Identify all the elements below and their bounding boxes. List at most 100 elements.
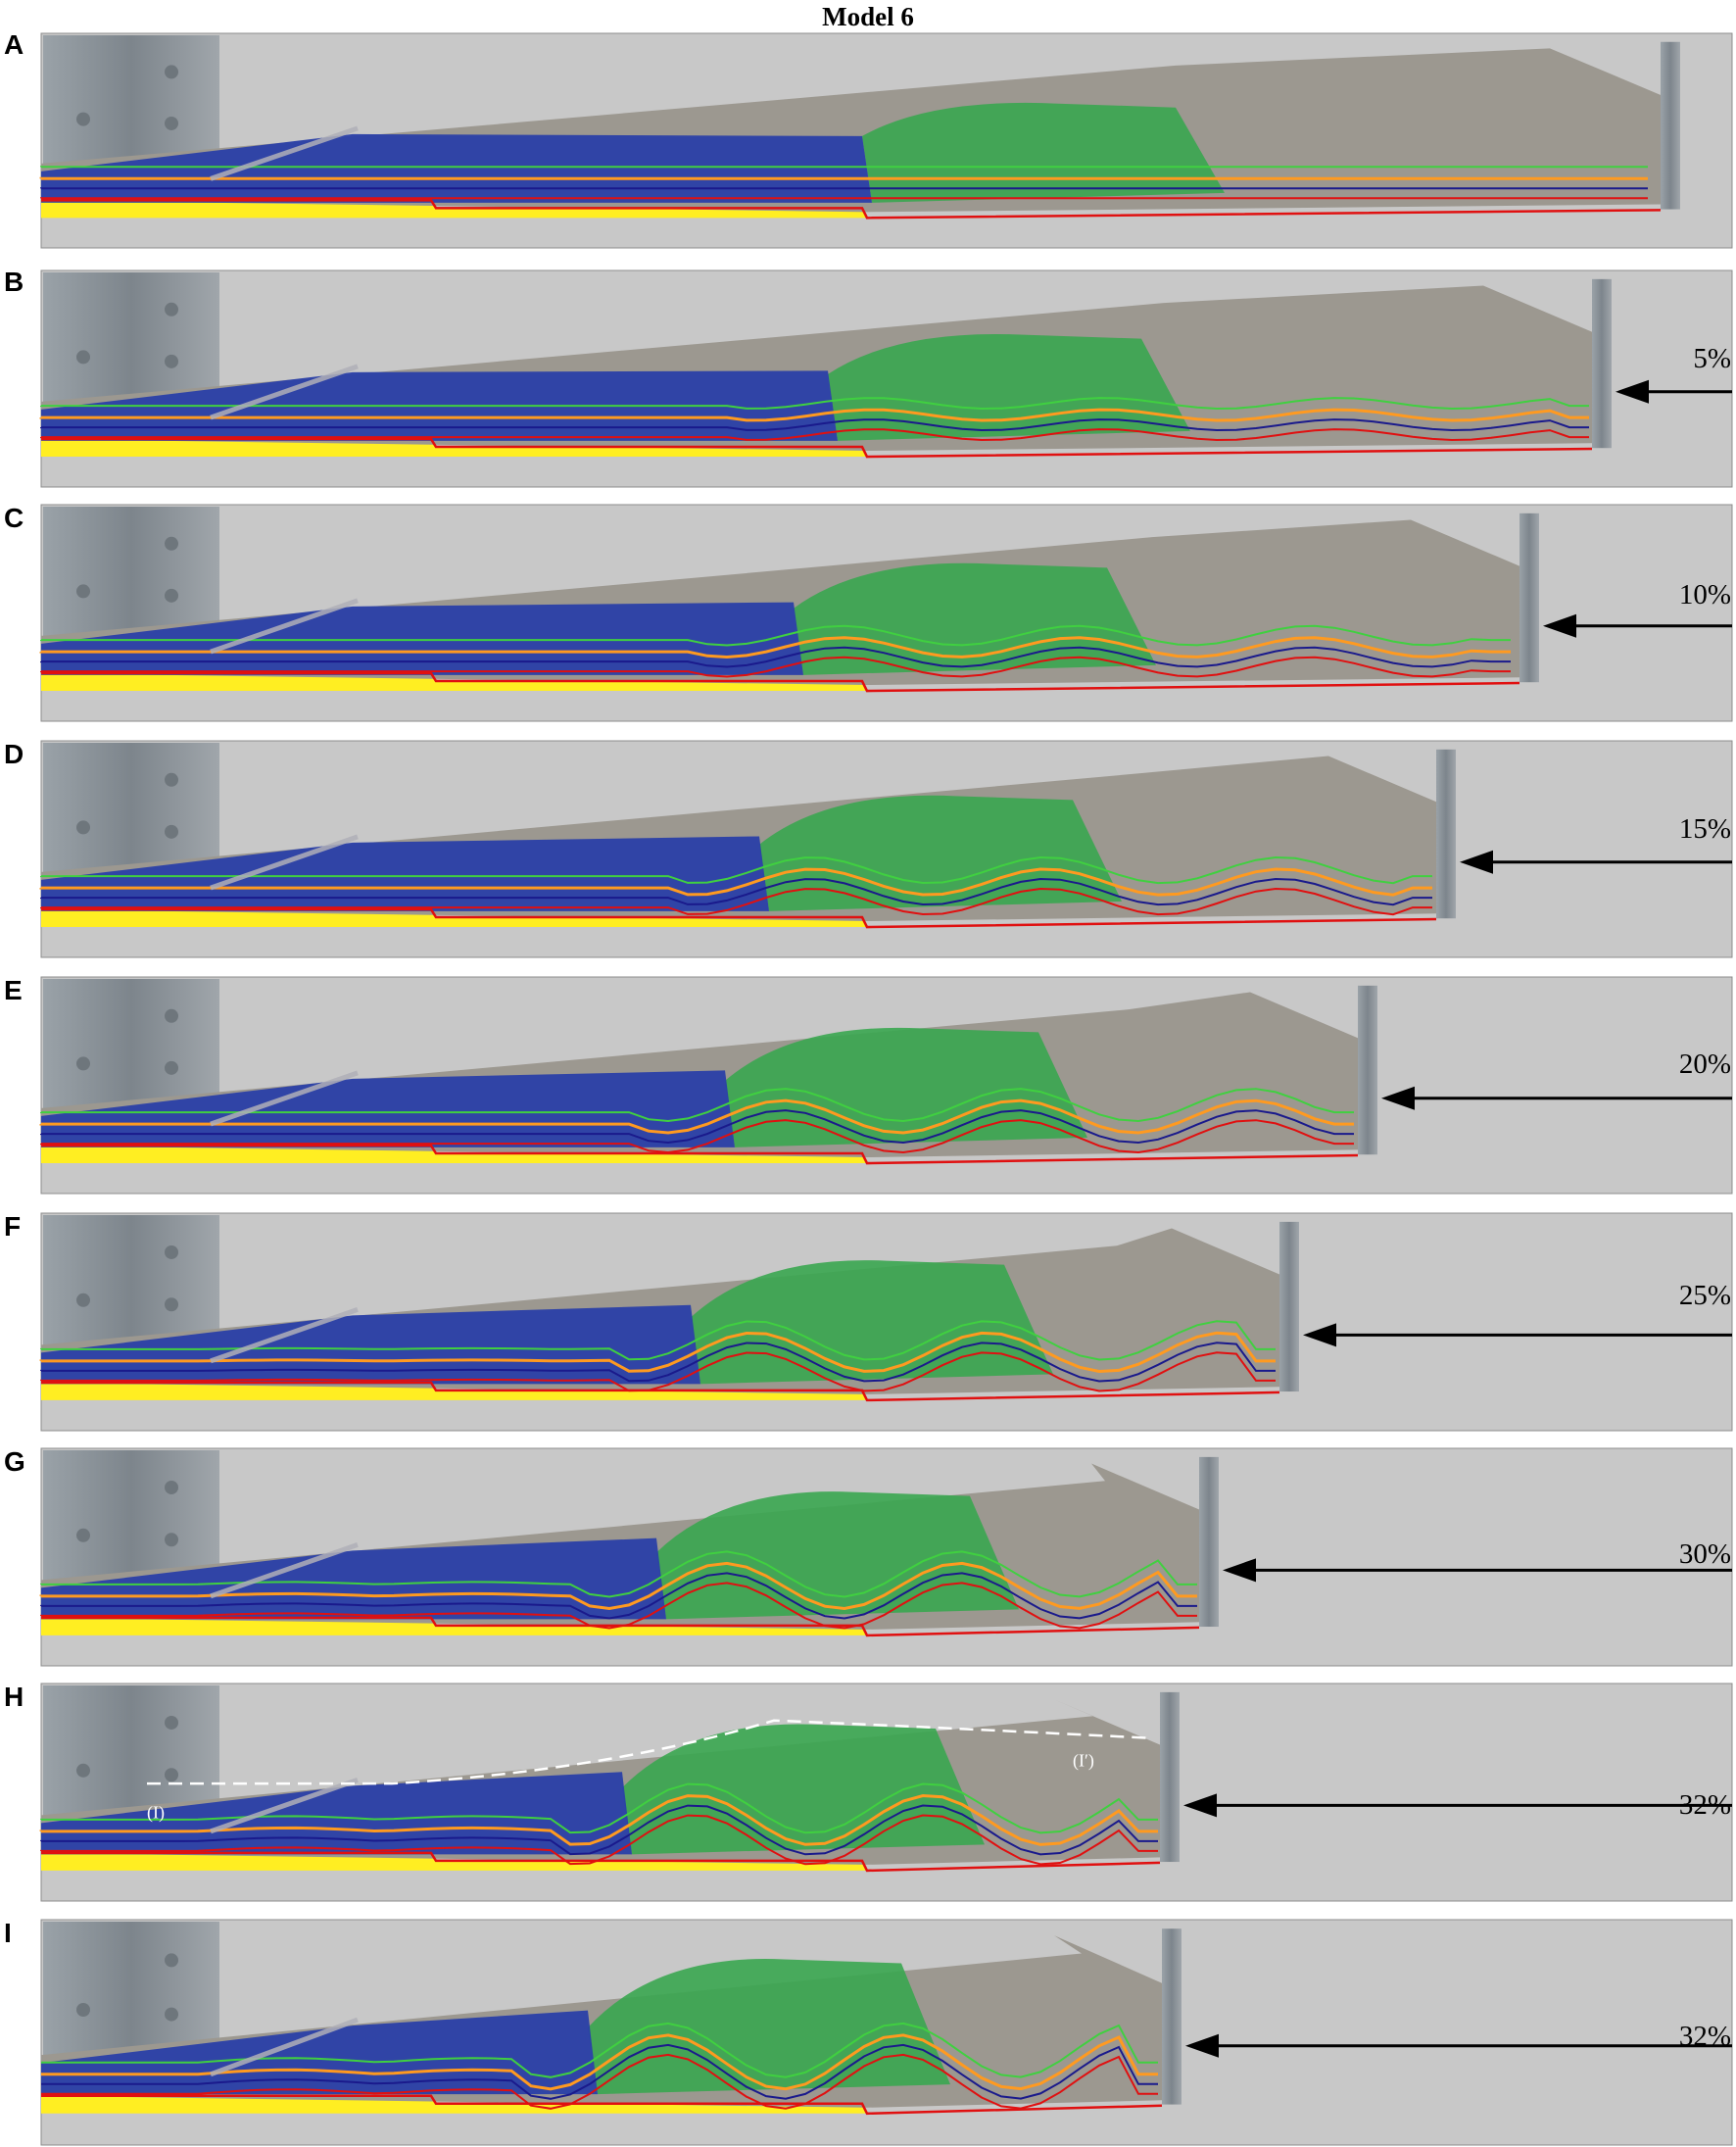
navy-horizon-line	[40, 877, 1432, 906]
bolt	[76, 1763, 90, 1778]
blue-layer	[41, 133, 872, 203]
red-horizon-line	[40, 1119, 1354, 1154]
marker-rod	[210, 364, 359, 420]
back-wall	[43, 272, 219, 408]
blue-layer	[41, 1537, 666, 1620]
piston-plate	[1279, 1221, 1299, 1392]
panel-f	[39, 1212, 1733, 1432]
back-wall	[43, 1450, 219, 1586]
green-layer	[622, 1724, 985, 1855]
bolt	[165, 1953, 178, 1968]
bolt	[76, 820, 90, 835]
bolt	[165, 1768, 178, 1782]
red-horizon-line	[41, 2053, 1158, 2110]
piston-plate	[1661, 41, 1680, 210]
red-horizon-line	[40, 887, 1432, 916]
marker-rod	[210, 2017, 359, 2077]
push-arrowhead	[1381, 1086, 1415, 1110]
push-arrowhead	[1185, 2033, 1219, 2058]
marker-rod	[210, 1306, 359, 1364]
piston-plate	[1519, 512, 1539, 683]
figure-title: Model 6	[822, 2, 914, 31]
navy-horizon-line	[40, 418, 1589, 432]
bolt	[165, 354, 178, 368]
panel-letter-g: G	[4, 1446, 25, 1477]
green-horizon-line	[41, 2022, 1158, 2078]
back-wall	[43, 1215, 219, 1350]
panel-letter-a: A	[4, 29, 24, 60]
panel-letter-i: I	[4, 1918, 12, 1948]
panel-h: (I) (I′)	[39, 1683, 1733, 1902]
bolt	[165, 824, 178, 839]
green-layer	[794, 562, 1156, 675]
push-arrowhead	[1303, 1323, 1336, 1347]
green-horizon-line	[40, 397, 1589, 411]
bolt	[76, 112, 90, 126]
orange-horizon-line	[39, 636, 1511, 659]
bolt	[165, 302, 178, 317]
push-arrowhead	[1223, 1558, 1256, 1583]
basal-detachment-line	[41, 1144, 1359, 1165]
panel-a	[39, 32, 1733, 249]
piston-plate	[1162, 1928, 1181, 2105]
shortening-label-i: 32%	[1678, 2021, 1731, 2052]
back-wall	[43, 1922, 219, 2062]
bolt	[165, 1480, 178, 1494]
panel-e	[39, 976, 1733, 1195]
green-horizon-line	[40, 1550, 1197, 1598]
piston-plate	[1592, 278, 1612, 449]
basal-detachment-line	[41, 1381, 1280, 1402]
green-layer	[828, 333, 1190, 441]
panel-letter-c: C	[4, 503, 24, 533]
marker-rod	[210, 1777, 359, 1834]
basal-detachment-line	[41, 907, 1437, 929]
marker-rod	[210, 834, 359, 891]
basal-detachment-line	[41, 1616, 1200, 1637]
green-horizon-line	[40, 624, 1511, 647]
shortening-label-h: 32%	[1678, 1789, 1731, 1821]
panel-letter-f: F	[4, 1211, 22, 1242]
panel-b	[39, 269, 1733, 488]
red-horizon-line	[40, 1814, 1158, 1866]
green-layer	[759, 795, 1122, 911]
shortening-label-g: 30%	[1678, 1538, 1731, 1570]
green-layer	[725, 1027, 1087, 1147]
panel-letter-b: B	[4, 267, 24, 297]
push-arrowhead	[1460, 850, 1493, 874]
shortening-label-d: 15%	[1678, 813, 1731, 845]
cross-section-line	[147, 1719, 1147, 1785]
push-arrowhead	[1615, 379, 1649, 404]
shortening-label-b: 5%	[1693, 343, 1731, 374]
section-label-start: (I)	[147, 1803, 165, 1824]
bolt	[165, 1008, 178, 1023]
piston-plate	[1436, 749, 1456, 919]
blue-layer	[41, 602, 803, 675]
bolt	[165, 1533, 178, 1547]
bolt	[165, 2007, 178, 2022]
bolt	[76, 584, 90, 599]
marker-rod	[210, 598, 359, 655]
bolt	[165, 1297, 178, 1312]
green-layer	[691, 1260, 1053, 1385]
bolt	[76, 1293, 90, 1307]
red-horizon-line	[40, 428, 1589, 442]
section-label-end: (I′)	[1073, 1750, 1094, 1771]
green-horizon-line	[40, 1782, 1158, 1834]
navy-horizon-line	[40, 1804, 1158, 1856]
piston-plate	[1358, 985, 1377, 1155]
navy-horizon-line	[40, 646, 1511, 668]
push-arrowhead	[1183, 1793, 1217, 1818]
shortening-label-e: 20%	[1678, 1049, 1731, 1080]
orange-horizon-line	[39, 867, 1432, 897]
panel-letter-d: D	[4, 739, 24, 769]
green-horizon-line	[40, 855, 1432, 885]
basal-detachment-line	[41, 437, 1593, 459]
green-horizon-line	[40, 1320, 1276, 1361]
orange-horizon-line	[39, 408, 1589, 422]
bolt	[165, 1060, 178, 1075]
blue-layer	[41, 836, 769, 911]
marker-rod	[210, 125, 359, 181]
basal-detachment-line	[41, 2094, 1163, 2116]
blue-layer	[41, 1070, 735, 1147]
